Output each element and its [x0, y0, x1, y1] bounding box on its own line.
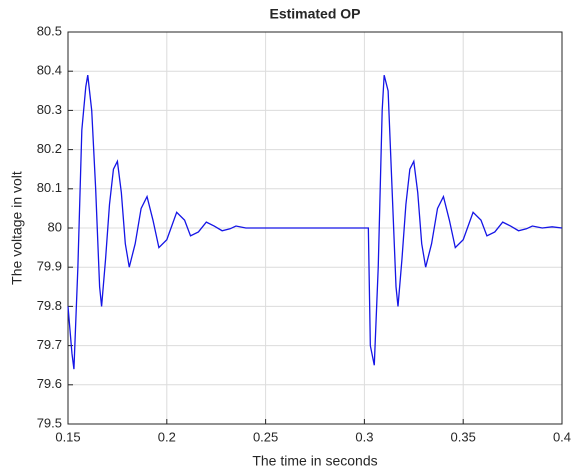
x-tick-label: 0.35	[451, 429, 476, 444]
x-tick-label: 0.15	[55, 429, 80, 444]
y-tick-label: 80.5	[37, 23, 62, 38]
y-tick-label: 79.8	[37, 298, 62, 313]
y-tick-label: 79.5	[37, 415, 62, 430]
y-tick-label: 80.1	[37, 180, 62, 195]
chart-title: Estimated OP	[269, 6, 360, 22]
y-tick-label: 80	[48, 219, 62, 234]
y-tick-label: 80.4	[37, 63, 62, 78]
y-tick-label: 80.3	[37, 102, 62, 117]
y-tick-label: 79.9	[37, 259, 62, 274]
x-tick-label: 0.2	[158, 429, 176, 444]
x-tick-label: 0.3	[355, 429, 373, 444]
y-tick-label: 79.7	[37, 337, 62, 352]
x-axis-label: The time in seconds	[252, 453, 377, 469]
y-tick-label: 79.6	[37, 376, 62, 391]
x-tick-label: 0.4	[553, 429, 571, 444]
data-line	[67, 74, 563, 370]
y-tick-label: 80.2	[37, 141, 62, 156]
x-tick-label: 0.25	[253, 429, 278, 444]
y-axis-label: The voltage in volt	[9, 171, 25, 285]
